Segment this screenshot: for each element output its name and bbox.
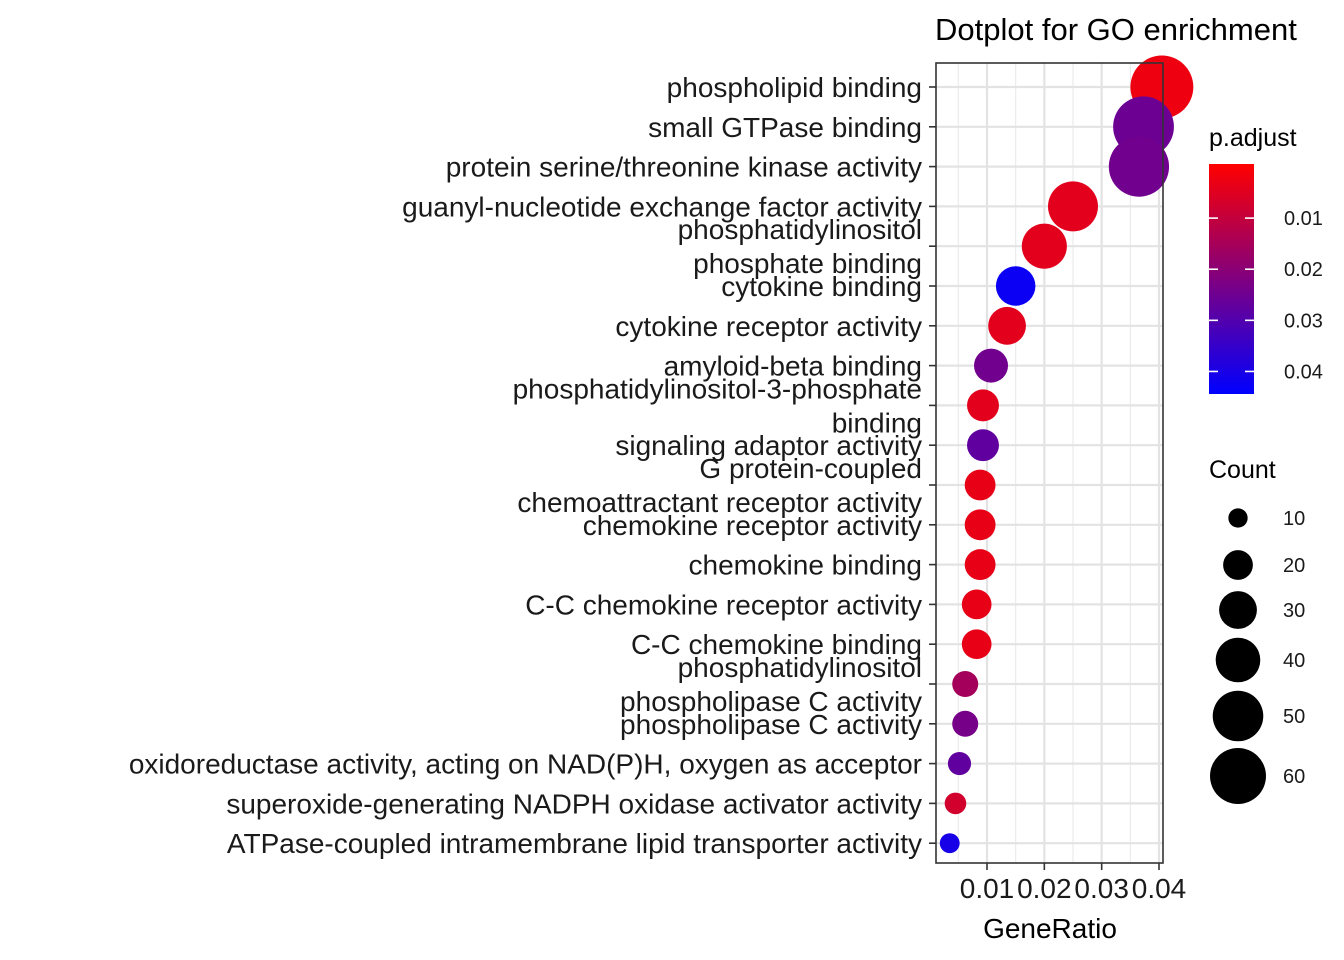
y-tick-label: ATPase-coupled intramembrane lipid trans…: [227, 828, 922, 859]
y-tick-label: phospholipid binding: [667, 72, 922, 103]
data-point: [974, 348, 1009, 383]
y-tick-label: phospholipase C activity: [620, 686, 922, 717]
y-tick-label: C-C chemokine binding: [631, 629, 922, 660]
y-tick-label: small GTPase binding: [648, 112, 922, 143]
size-legend-label: 10: [1283, 508, 1305, 530]
y-tick-label: C-C chemokine receptor activity: [525, 589, 922, 620]
data-point: [961, 589, 992, 620]
y-tick-label: phosphatidylinositol: [678, 214, 922, 245]
y-tick-label: superoxide-generating NADPH oxidase acti…: [226, 788, 922, 819]
color-legend-title: p.adjust: [1209, 124, 1297, 152]
size-legend-label: 50: [1283, 706, 1305, 728]
x-tick-label: 0.03: [1074, 873, 1129, 904]
y-tick-label: signaling adaptor activity: [615, 430, 922, 461]
color-bar: [1209, 164, 1254, 394]
plot-panel: [935, 55, 1194, 864]
panel-border: [935, 62, 1164, 864]
data-point: [1048, 181, 1098, 232]
color-legend-label: 0.01: [1284, 208, 1323, 230]
y-axis-labels: phospholipid binding small GTPase binding…: [129, 72, 936, 859]
size-legend-title: Count: [1209, 456, 1276, 484]
data-point: [964, 549, 996, 581]
data-point: [1021, 223, 1067, 269]
size-legend-label: 30: [1283, 600, 1305, 622]
x-axis-title: GeneRatio: [983, 913, 1117, 944]
size-legend-key: [1212, 690, 1264, 742]
x-tick-label: 0.04: [1132, 873, 1187, 904]
size-legend-key: [1223, 550, 1253, 580]
data-point: [961, 629, 992, 660]
y-tick-label: cytokine receptor activity: [615, 311, 922, 342]
size-legend-key: [1228, 508, 1248, 528]
color-legend-label: 0.04: [1284, 361, 1323, 383]
y-tick-label: chemoattractant receptor activity: [517, 487, 922, 518]
color-legend: p.adjust 0.01 0.02 0.03 0.04: [1209, 124, 1323, 394]
size-legend-label: 40: [1283, 650, 1305, 672]
x-tick-label: 0.02: [1017, 873, 1072, 904]
y-tick-label: guanyl-nucleotide exchange factor activi…: [402, 191, 922, 222]
data-point: [964, 469, 996, 501]
x-tick-label: 0.01: [960, 873, 1015, 904]
y-tick-label: chemokine receptor activity: [583, 510, 922, 541]
size-legend-label: 60: [1283, 766, 1305, 788]
size-legend-key: [1215, 637, 1261, 683]
size-legend: Count 10 20 30 40 50 60: [1209, 456, 1305, 804]
data-point: [967, 389, 999, 422]
color-legend-label: 0.03: [1284, 310, 1323, 332]
data-point: [952, 710, 979, 737]
data-point: [964, 509, 996, 541]
y-tick-label: chemokine binding: [689, 550, 923, 581]
size-legend-key: [1219, 591, 1257, 629]
x-axis: 0.01 0.02 0.03 0.04: [960, 863, 1187, 904]
data-point: [939, 833, 960, 854]
data-point: [988, 306, 1026, 345]
y-tick-label: amyloid-beta binding: [664, 351, 922, 382]
y-tick-label: phosphatidylinositol-3-phosphate: [513, 373, 922, 404]
y-tick-label: binding: [832, 407, 922, 438]
y-tick-label: G protein-coupled: [699, 453, 922, 484]
y-tick-label: phosphatidylinositol: [678, 652, 922, 683]
data-point: [995, 266, 1036, 306]
color-legend-label: 0.02: [1284, 259, 1323, 281]
y-tick-label: oxidoreductase activity, acting on NAD(P…: [129, 749, 922, 780]
size-legend-label: 20: [1283, 555, 1305, 577]
data-point: [947, 752, 972, 776]
data-point: [944, 792, 967, 815]
data-point: [952, 671, 979, 697]
size-legend-key: [1210, 748, 1266, 804]
y-tick-label: phospholipase C activity: [620, 709, 922, 740]
y-tick-label: phosphate binding: [693, 248, 922, 279]
data-point: [967, 429, 999, 462]
data-point: [1108, 136, 1170, 197]
y-tick-label: cytokine binding: [721, 271, 922, 302]
y-tick-label: protein serine/threonine kinase activity: [446, 152, 922, 183]
chart-title: Dotplot for GO enrichment: [935, 12, 1297, 47]
